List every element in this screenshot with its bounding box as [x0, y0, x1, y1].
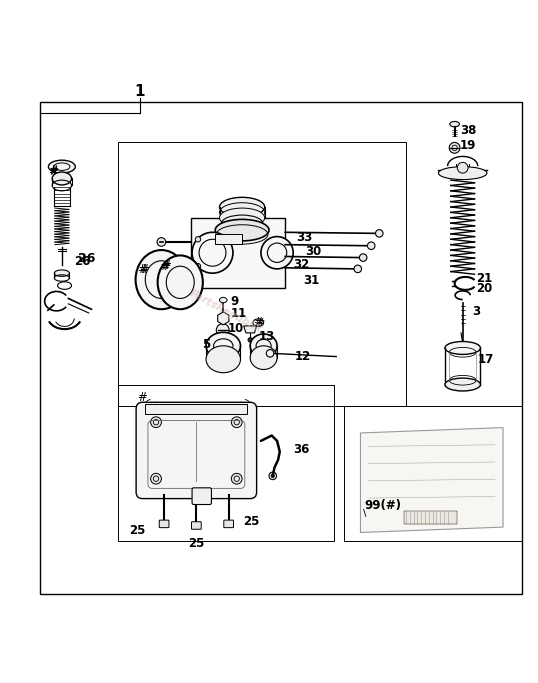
- Bar: [145, 404, 247, 414]
- Text: 20: 20: [476, 282, 492, 295]
- Circle shape: [157, 238, 166, 247]
- Circle shape: [269, 472, 277, 479]
- Bar: [215, 234, 242, 244]
- Bar: [404, 511, 457, 525]
- Bar: [191, 218, 285, 288]
- Circle shape: [195, 236, 201, 242]
- Text: #: #: [137, 391, 147, 404]
- Text: 21: 21: [476, 272, 492, 285]
- Circle shape: [367, 242, 375, 249]
- Text: 36: 36: [293, 443, 309, 456]
- Text: 26: 26: [78, 251, 95, 264]
- Text: 25: 25: [129, 525, 145, 538]
- Polygon shape: [244, 326, 257, 333]
- Ellipse shape: [438, 167, 487, 180]
- Text: PartsRepublik: PartsRepublik: [188, 288, 264, 335]
- Ellipse shape: [215, 219, 269, 241]
- Circle shape: [248, 337, 252, 342]
- Text: 11: 11: [230, 307, 246, 320]
- Circle shape: [195, 264, 201, 269]
- Text: #: #: [159, 260, 169, 273]
- Text: #: #: [137, 264, 148, 277]
- Polygon shape: [360, 428, 503, 533]
- Circle shape: [221, 317, 225, 321]
- Bar: [344, 406, 522, 540]
- Circle shape: [231, 473, 242, 484]
- Circle shape: [449, 143, 460, 153]
- Ellipse shape: [250, 346, 277, 370]
- Text: 38: 38: [460, 124, 476, 137]
- Text: 17: 17: [478, 353, 494, 366]
- Text: #: #: [139, 263, 148, 276]
- Text: 1: 1: [134, 84, 145, 99]
- Ellipse shape: [220, 208, 265, 227]
- Circle shape: [151, 417, 161, 428]
- Circle shape: [376, 229, 383, 237]
- Ellipse shape: [206, 333, 240, 359]
- FancyBboxPatch shape: [224, 520, 233, 528]
- Text: #: #: [48, 165, 59, 178]
- Circle shape: [152, 402, 158, 408]
- Circle shape: [237, 402, 244, 408]
- Ellipse shape: [250, 334, 277, 358]
- Circle shape: [151, 473, 161, 484]
- Circle shape: [359, 254, 367, 262]
- Text: 13: 13: [258, 330, 274, 343]
- Ellipse shape: [48, 161, 75, 173]
- Ellipse shape: [54, 270, 69, 277]
- Circle shape: [231, 417, 242, 428]
- Text: 25: 25: [243, 515, 259, 528]
- Circle shape: [216, 324, 229, 337]
- Circle shape: [457, 163, 468, 173]
- Text: 9: 9: [230, 294, 238, 307]
- Circle shape: [354, 265, 362, 273]
- Text: 33: 33: [296, 231, 312, 244]
- Text: #: #: [48, 164, 58, 177]
- Text: #: #: [161, 259, 171, 272]
- Ellipse shape: [445, 342, 480, 354]
- FancyBboxPatch shape: [192, 488, 211, 505]
- Ellipse shape: [206, 346, 240, 373]
- Text: 30: 30: [306, 245, 322, 257]
- Ellipse shape: [450, 122, 459, 127]
- Ellipse shape: [220, 297, 227, 303]
- Text: #: #: [253, 316, 263, 329]
- Text: 25: 25: [188, 537, 204, 550]
- FancyBboxPatch shape: [159, 520, 169, 528]
- Circle shape: [261, 236, 293, 269]
- Bar: [40, 102, 522, 594]
- Ellipse shape: [220, 197, 265, 217]
- Ellipse shape: [158, 255, 203, 309]
- Ellipse shape: [136, 250, 187, 309]
- FancyBboxPatch shape: [192, 522, 201, 529]
- Text: 26: 26: [74, 255, 90, 268]
- FancyBboxPatch shape: [136, 402, 257, 499]
- Bar: [118, 385, 334, 540]
- Text: 3: 3: [472, 305, 480, 318]
- Text: 19: 19: [460, 139, 476, 152]
- Ellipse shape: [52, 172, 72, 185]
- Text: #: #: [256, 318, 265, 328]
- Text: 5: 5: [202, 337, 210, 350]
- Text: 31: 31: [303, 274, 319, 287]
- Text: 10: 10: [228, 322, 244, 335]
- Circle shape: [266, 350, 274, 357]
- Circle shape: [271, 474, 274, 477]
- Bar: [118, 143, 406, 406]
- Ellipse shape: [445, 378, 480, 391]
- Bar: [145, 404, 250, 407]
- Circle shape: [192, 232, 233, 273]
- Text: 12: 12: [295, 350, 311, 363]
- Text: 32: 32: [293, 257, 309, 270]
- Text: 99(#): 99(#): [365, 499, 402, 512]
